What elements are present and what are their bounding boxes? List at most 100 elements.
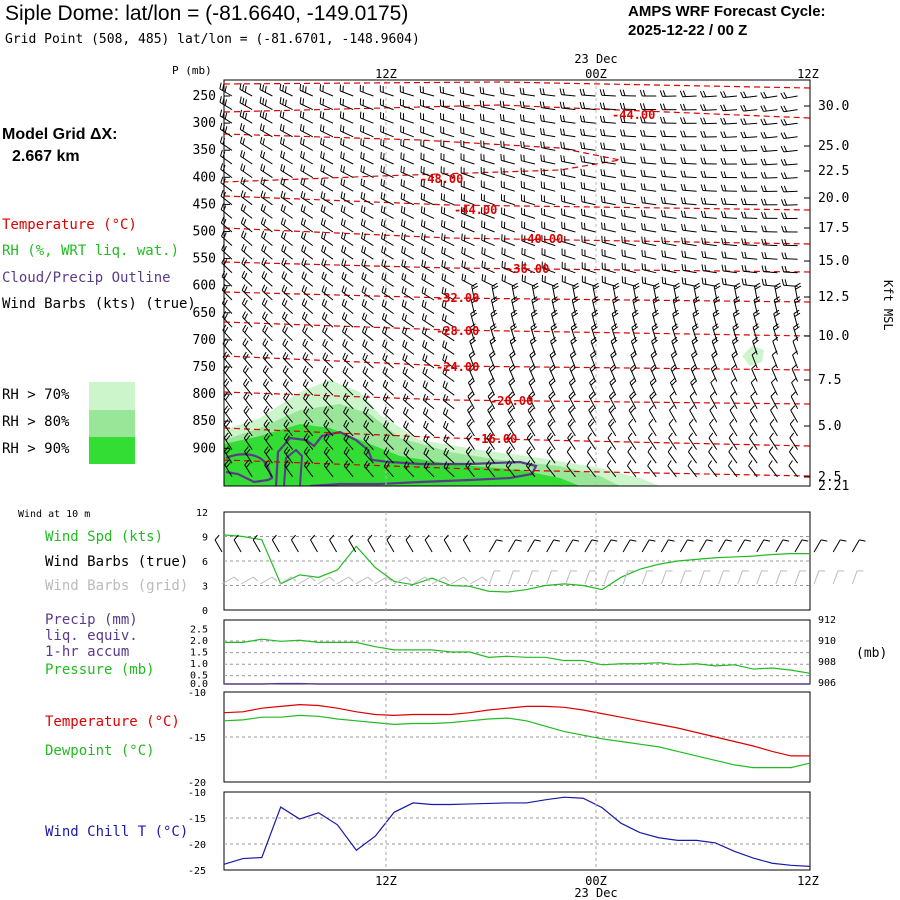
wind-barb-flag — [402, 353, 406, 360]
wind-barb-flag — [592, 296, 599, 301]
wind-barb — [440, 105, 455, 111]
temp-y-tick-label: -20 — [188, 778, 206, 789]
wind-barb-flag — [721, 251, 724, 258]
wind-barb-flag — [700, 210, 704, 218]
wind-barb-10m-true — [329, 539, 338, 553]
wind-barb — [421, 265, 435, 274]
wind-barb-10m-true — [832, 539, 841, 553]
wind-barb-flag — [723, 91, 727, 98]
wind-barb-flag — [529, 380, 536, 386]
wind-barb-flag — [382, 406, 387, 413]
wind-barb-10m-grid-flag — [310, 576, 316, 582]
wind-barb-flag — [733, 339, 739, 345]
wind-barb — [461, 279, 475, 287]
wind-barb-flag — [723, 104, 727, 111]
wind-barb — [541, 200, 556, 206]
wind-barb-flag — [443, 247, 446, 255]
precip-liq-label: liq. equiv. — [45, 628, 138, 644]
pressure-tick-label: 750 — [193, 360, 216, 375]
wind-barb-flag — [365, 408, 369, 415]
wind-barb-flag — [510, 309, 517, 315]
wind-barb-flag — [709, 418, 714, 425]
wind-barb — [241, 236, 253, 246]
wind-barb — [743, 109, 758, 112]
wind-barb-flag — [592, 326, 598, 331]
wind-barb-flag — [644, 263, 646, 271]
wind-barb-flag — [582, 129, 586, 136]
wind-barb-flag — [567, 432, 572, 439]
wind-barb-flag — [319, 124, 322, 131]
wind-barb-flag — [490, 339, 497, 345]
wind-barb-flag — [659, 103, 663, 110]
wind-barb — [601, 121, 616, 124]
wind-barb-flag — [783, 185, 788, 192]
wind-barb-flag — [262, 165, 266, 172]
wind-barb-flag — [242, 165, 246, 172]
wind-barb — [501, 133, 515, 138]
wind-barb-flag — [579, 102, 583, 109]
wind-barb-flag — [546, 446, 552, 453]
wind-barb-flag — [362, 339, 366, 346]
wind-barb-flag — [611, 323, 618, 328]
wind-barb — [467, 409, 475, 423]
wind-barb-flag — [440, 206, 443, 213]
wind-barb-flag — [619, 89, 623, 96]
wind-barb — [622, 268, 637, 274]
wind-barb — [480, 132, 495, 138]
wind-barb-flag — [648, 418, 654, 425]
wind-barb — [323, 398, 334, 410]
wind-barb — [281, 250, 293, 260]
wind-barb — [607, 437, 617, 450]
chill-y-tick-label: -25 — [188, 866, 206, 877]
wind-barb-flag — [222, 151, 226, 158]
wind-barb-flag — [381, 312, 385, 320]
wind-barb-10m-true-flag — [591, 539, 599, 542]
wind-barb-10m-true-flag — [496, 539, 503, 542]
wind-barb-flag — [752, 336, 758, 342]
wind-barb-flag — [303, 232, 307, 240]
wind-barb — [261, 249, 273, 260]
wind-barb — [341, 291, 354, 301]
wind-barb-flag — [284, 313, 288, 320]
wind-barb-flag — [623, 129, 626, 137]
wind-barb — [380, 184, 394, 192]
wind-barb — [486, 437, 496, 450]
wind-barb-flag — [763, 198, 767, 206]
wind-barb — [322, 384, 334, 396]
wind-barb — [601, 174, 616, 179]
wind-barb-flag — [569, 421, 575, 427]
wind-barb-flag — [481, 260, 484, 267]
wind-barb-flag — [753, 309, 760, 315]
wind-barb-flag — [723, 198, 727, 205]
wind-barb-flag — [223, 432, 229, 439]
wind-barb — [300, 116, 314, 124]
isotherm-label: -40.00 — [520, 232, 563, 246]
wind-barb-flag — [241, 230, 245, 237]
wind-barb-10m-grid — [622, 570, 629, 585]
wind-barb — [629, 368, 637, 382]
wind-barb-flag — [363, 460, 368, 467]
wind-barb — [501, 253, 515, 260]
wind-barb-flag — [741, 251, 744, 259]
wind-barb-flag — [559, 101, 562, 109]
wind-barb-flag — [641, 249, 644, 257]
wind-barb-flag — [532, 282, 539, 287]
wind-barb-flag — [400, 192, 403, 199]
wind-barb — [300, 129, 314, 138]
wind-barb — [501, 186, 515, 192]
wind-barb-flag — [443, 447, 447, 454]
wind-barb-flag — [224, 340, 229, 347]
wind-barb — [423, 466, 435, 478]
wind-barb-flag — [400, 205, 403, 213]
wind-barb-10m-true — [488, 539, 497, 553]
wind-barb — [731, 354, 738, 369]
wind-barb-flag — [680, 170, 684, 177]
wind-barb-flag — [224, 112, 228, 120]
wind-barb-flag — [683, 157, 687, 164]
wind-barb-flag — [641, 223, 643, 230]
wind-barb-flag — [643, 210, 646, 217]
wind-barb-flag — [342, 392, 347, 400]
wind-barb-flag — [640, 196, 643, 203]
wind-barb-flag — [580, 155, 583, 162]
wind-barb-flag — [422, 366, 426, 374]
